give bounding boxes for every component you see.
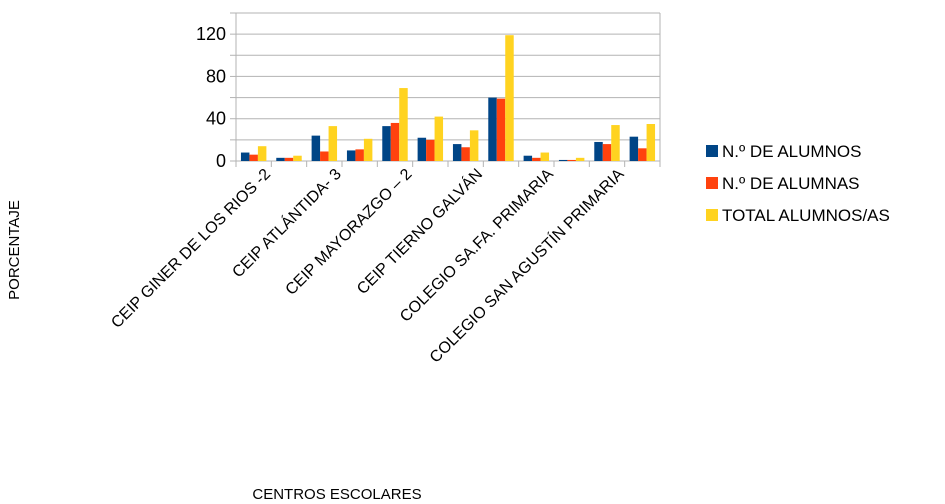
bar	[355, 149, 364, 161]
bar	[382, 126, 391, 161]
y-tick-label: 120	[196, 24, 226, 44]
bar	[452, 144, 462, 161]
legend-label: TOTAL ALUMNOS/AS	[722, 206, 890, 225]
legend-label: N.º DE ALUMNAS	[722, 174, 860, 193]
bar	[461, 147, 470, 161]
bar	[276, 157, 285, 161]
y-tick-label: 0	[216, 151, 226, 171]
bar	[488, 97, 497, 161]
bar	[523, 155, 533, 161]
legend-label: N.º DE ALUMNOS	[722, 142, 861, 161]
bar	[594, 141, 603, 161]
bar	[399, 88, 408, 161]
bar	[602, 144, 612, 161]
bar	[469, 130, 479, 161]
bar	[567, 159, 576, 161]
bar	[240, 152, 250, 161]
legend: N.º DE ALUMNOS N.º DE ALUMNAS TOTAL ALUMNO…	[706, 142, 890, 225]
gridlines	[236, 12, 660, 162]
legend-swatch	[706, 145, 718, 157]
x-tick-label: CEIP MAYORAZGO – 2	[283, 166, 416, 299]
bar	[346, 150, 356, 161]
legend-swatch	[706, 177, 718, 189]
bar	[629, 136, 639, 161]
y-tick-label: 80	[206, 66, 226, 86]
bar	[496, 98, 506, 161]
bar	[575, 157, 585, 161]
bar	[363, 138, 373, 161]
bar	[646, 124, 656, 161]
bar	[532, 157, 541, 161]
y-axis-title: PORCENTAJE	[6, 200, 23, 300]
bars	[240, 35, 656, 162]
legend-swatch	[706, 209, 718, 221]
x-tick-label: CEIP TIERNO GALVÁN	[353, 164, 487, 298]
axes: 0 40 80 120	[196, 12, 661, 171]
bar	[611, 125, 620, 161]
bar	[293, 155, 302, 161]
bar	[505, 35, 514, 162]
bar	[417, 137, 427, 161]
bar	[320, 151, 329, 161]
bar	[257, 146, 267, 161]
bar	[328, 126, 338, 161]
bar	[426, 139, 435, 161]
bar	[558, 159, 568, 161]
x-axis-title: CENTROS ESCOLARES	[252, 486, 421, 503]
bar	[540, 152, 550, 161]
bar	[390, 122, 400, 161]
bar	[638, 148, 647, 161]
bar	[249, 154, 258, 161]
bar	[311, 135, 321, 161]
x-tick-label: COLEGIO SA.FA. PRIMARIA	[397, 166, 557, 326]
bar	[434, 116, 444, 161]
y-tick-label: 40	[206, 109, 226, 129]
bar	[284, 157, 294, 161]
